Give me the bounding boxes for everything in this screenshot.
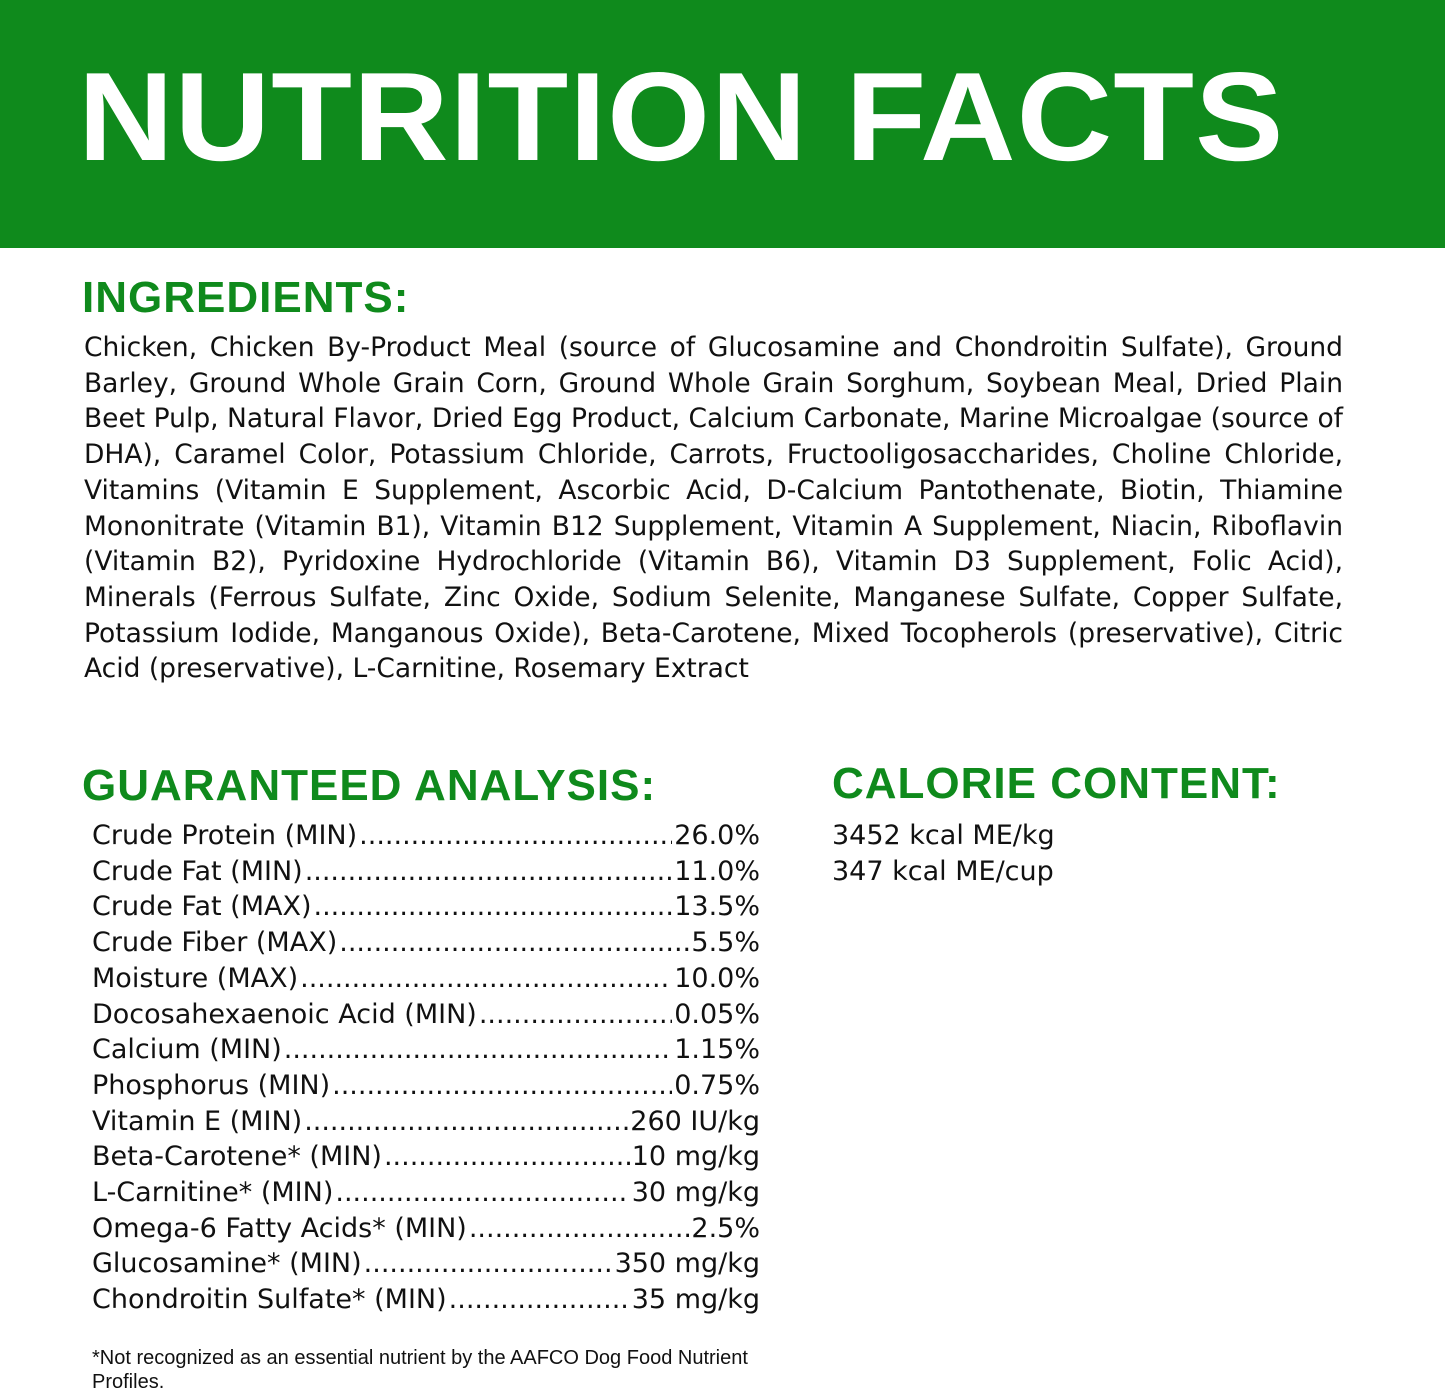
nutrient-label: Crude Fat (MAX) — [92, 891, 312, 923]
analysis-row: Moisture (MAX) 10.0% — [92, 961, 760, 997]
footnote: *Not recognized as an essential nutrient… — [92, 1347, 748, 1393]
nutrient-label: Omega-6 Fatty Acids* (MIN) — [92, 1212, 467, 1244]
analysis-row: L-Carnitine* (MIN) 30 mg/kg — [92, 1175, 760, 1211]
dot-leader — [469, 1211, 690, 1247]
nutrient-label: Phosphorus (MIN) — [92, 1069, 331, 1101]
nutrient-value: 350 mg/kg — [614, 1248, 760, 1280]
nutrient-value: 260 IU/kg — [630, 1105, 760, 1137]
nutrient-label: Calcium (MIN) — [92, 1034, 282, 1066]
nutrient-value: 2.5% — [691, 1212, 760, 1244]
ingredients-heading: INGREDIENTS: — [82, 273, 410, 322]
analysis-table: Crude Protein (MIN) 26.0% Crude Fat (MIN) 1… — [92, 818, 760, 1318]
ingredients-text: Chicken, Chicken By-Product Meal (source… — [84, 332, 1343, 685]
nutrient-value: 35 mg/kg — [631, 1284, 760, 1316]
analysis-row: Glucosamine* (MIN) 350 mg/kg — [92, 1246, 760, 1282]
analysis-row: Beta-Carotene* (MIN) 10 mg/kg — [92, 1139, 760, 1175]
nutrient-label: L-Carnitine* (MIN) — [92, 1177, 334, 1209]
nutrient-value: 0.75% — [674, 1069, 760, 1101]
analysis-row: Vitamin E (MIN) 260 IU/kg — [92, 1104, 760, 1140]
analysis-row: Crude Fat (MIN) 11.0% — [92, 854, 760, 890]
calorie-heading: CALORIE CONTENT: — [832, 759, 1281, 808]
nutrient-label: Chondroitin Sulfate* (MIN) — [92, 1284, 447, 1316]
calorie-per-cup: 347 kcal ME/cup — [832, 855, 1054, 887]
dot-leader — [339, 925, 689, 961]
dot-leader — [335, 1175, 629, 1211]
dot-leader — [314, 889, 673, 925]
analysis-row: Crude Protein (MIN) 26.0% — [92, 818, 760, 854]
analysis-row: Calcium (MIN) 1.15% — [92, 1032, 760, 1068]
nutrient-label: Vitamin E (MIN) — [92, 1105, 303, 1137]
nutrient-value: 0.05% — [674, 998, 760, 1030]
nutrient-value: 11.0% — [674, 855, 760, 887]
analysis-heading: GUARANTEED ANALYSIS: — [82, 761, 657, 810]
nutrient-label: Moisture (MAX) — [92, 962, 299, 994]
dot-leader — [304, 1104, 628, 1140]
nutrient-label: Crude Fiber (MAX) — [92, 927, 338, 959]
header-banner: NUTRITION FACTS — [0, 0, 1445, 248]
nutrient-label: Glucosamine* (MIN) — [92, 1248, 362, 1280]
analysis-row: Docosahexaenoic Acid (MIN) 0.05% — [92, 997, 760, 1033]
analysis-row: Crude Fat (MAX) 13.5% — [92, 889, 760, 925]
nutrient-label: Docosahexaenoic Acid (MIN) — [92, 998, 477, 1030]
analysis-row: Crude Fiber (MAX) 5.5% — [92, 925, 760, 961]
analysis-row: Omega-6 Fatty Acids* (MIN) 2.5% — [92, 1211, 760, 1247]
dot-leader — [300, 961, 672, 997]
nutrient-value: 30 mg/kg — [631, 1177, 760, 1209]
calorie-per-kg: 3452 kcal ME/kg — [832, 820, 1055, 851]
nutrient-value: 10.0% — [674, 962, 760, 994]
nutrient-value: 5.5% — [691, 927, 760, 959]
dot-leader — [284, 1032, 672, 1068]
nutrient-value: 1.15% — [674, 1034, 760, 1066]
analysis-row: Phosphorus (MIN) 0.75% — [92, 1068, 760, 1104]
page-title: NUTRITION FACTS — [78, 46, 1285, 187]
dot-leader — [479, 997, 672, 1033]
dot-leader — [384, 1139, 630, 1175]
nutrient-label: Crude Fat (MIN) — [92, 855, 303, 887]
dot-leader — [332, 1068, 672, 1104]
nutrient-label: Crude Protein (MIN) — [92, 820, 358, 851]
dot-leader — [359, 818, 672, 854]
nutrient-value: 10 mg/kg — [631, 1141, 760, 1173]
nutrient-value: 13.5% — [674, 891, 760, 923]
calorie-content: 3452 kcal ME/kg 347 kcal ME/cup — [832, 818, 1055, 889]
dot-leader — [364, 1246, 613, 1282]
analysis-row: Chondroitin Sulfate* (MIN) 35 mg/kg — [92, 1282, 760, 1318]
dot-leader — [305, 854, 673, 890]
nutrient-value: 26.0% — [674, 820, 760, 851]
nutrient-label: Beta-Carotene* (MIN) — [92, 1141, 382, 1173]
dot-leader — [449, 1282, 630, 1318]
